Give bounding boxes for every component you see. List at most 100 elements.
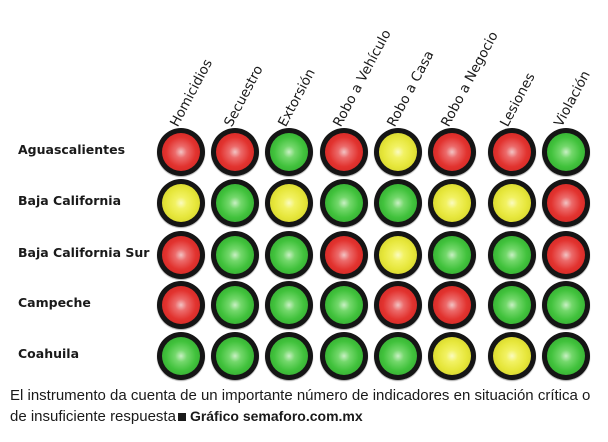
lamp-green-icon [493, 236, 531, 274]
lamp-red-icon [162, 286, 200, 324]
traffic-light-green [320, 332, 368, 380]
traffic-light-yellow [374, 231, 422, 279]
traffic-light-green [428, 231, 476, 279]
traffic-light-green [265, 231, 313, 279]
caption-credit: Gráfico semaforo.com.mx [189, 408, 363, 424]
state-name: Baja California [18, 193, 122, 208]
column-label-lesiones: Lesiones [497, 70, 539, 130]
lamp-green-icon [216, 337, 254, 375]
traffic-light-yellow [157, 179, 205, 227]
column-label-homicidios: Homicidios [167, 56, 216, 130]
traffic-light-green [542, 128, 590, 176]
lamp-red-icon [325, 236, 363, 274]
state-row: Campeche [0, 279, 608, 329]
lamp-red-icon [547, 236, 585, 274]
state-name: Baja California Sur [18, 245, 150, 260]
lamp-green-icon [379, 337, 417, 375]
lamp-green-icon [379, 184, 417, 222]
lamp-red-icon [216, 133, 254, 171]
lamp-green-icon [547, 133, 585, 171]
traffic-light-red [157, 281, 205, 329]
traffic-light-green [211, 179, 259, 227]
column-label-extorsion: Extorsión [275, 66, 319, 130]
traffic-light-yellow [428, 179, 476, 227]
state-row: Baja California [0, 177, 608, 227]
lamp-red-icon [547, 184, 585, 222]
lamp-green-icon [493, 286, 531, 324]
traffic-light-green [320, 281, 368, 329]
lamp-green-icon [216, 184, 254, 222]
state-row: Coahuila [0, 330, 608, 380]
lamp-green-icon [325, 337, 363, 375]
traffic-light-green [211, 281, 259, 329]
lamp-green-icon [270, 236, 308, 274]
state-row: Aguascalientes [0, 126, 608, 176]
lamp-green-icon [270, 286, 308, 324]
state-name: Campeche [18, 295, 91, 310]
lamp-yellow-icon [379, 133, 417, 171]
lamp-green-icon [270, 133, 308, 171]
column-label-robo-negocio: Robo a Negocio [438, 28, 502, 130]
traffic-light-yellow [488, 179, 536, 227]
traffic-light-green [320, 179, 368, 227]
lamp-yellow-icon [433, 184, 471, 222]
lamp-green-icon [547, 337, 585, 375]
caption-text: El instrumento da cuenta de un important… [10, 387, 591, 425]
traffic-light-green [211, 332, 259, 380]
lamp-red-icon [433, 286, 471, 324]
lamp-red-icon [379, 286, 417, 324]
lamp-red-icon [325, 133, 363, 171]
column-label-violacion: Violación [551, 68, 594, 130]
lamp-red-icon [493, 133, 531, 171]
state-row: Baja California Sur [0, 229, 608, 279]
traffic-light-green [374, 179, 422, 227]
column-header-area: Homicidios Secuestro Extorsión Robo a Ve… [0, 0, 608, 130]
column-label-robo-vehiculo: Robo a Vehículo [330, 27, 395, 130]
lamp-green-icon [325, 286, 363, 324]
lamp-yellow-icon [270, 184, 308, 222]
traffic-light-red [374, 281, 422, 329]
lamp-yellow-icon [162, 184, 200, 222]
traffic-light-red [320, 231, 368, 279]
lamp-green-icon [325, 184, 363, 222]
lamp-green-icon [162, 337, 200, 375]
traffic-light-green [542, 281, 590, 329]
lamp-yellow-icon [493, 184, 531, 222]
traffic-light-green [542, 332, 590, 380]
state-name: Coahuila [18, 346, 79, 361]
traffic-light-red [211, 128, 259, 176]
traffic-light-green [488, 281, 536, 329]
traffic-light-red [428, 281, 476, 329]
lamp-red-icon [433, 133, 471, 171]
traffic-light-red [157, 231, 205, 279]
lamp-green-icon [270, 337, 308, 375]
traffic-light-red [542, 179, 590, 227]
figure-caption: El instrumento da cuenta de un important… [10, 385, 602, 427]
column-label-secuestro: Secuestro [221, 62, 267, 130]
traffic-light-yellow [488, 332, 536, 380]
lamp-yellow-icon [493, 337, 531, 375]
state-name: Aguascalientes [18, 142, 126, 157]
traffic-light-green [265, 281, 313, 329]
traffic-light-red [157, 128, 205, 176]
lamp-red-icon [162, 133, 200, 171]
lamp-green-icon [216, 236, 254, 274]
traffic-light-red [542, 231, 590, 279]
traffic-light-red [320, 128, 368, 176]
traffic-light-green [488, 231, 536, 279]
lamp-yellow-icon [433, 337, 471, 375]
traffic-light-green [265, 332, 313, 380]
traffic-light-yellow [265, 179, 313, 227]
lamp-yellow-icon [379, 236, 417, 274]
lamp-green-icon [547, 286, 585, 324]
traffic-light-red [428, 128, 476, 176]
traffic-light-yellow [374, 128, 422, 176]
traffic-light-green [265, 128, 313, 176]
traffic-light-yellow [428, 332, 476, 380]
traffic-light-green [157, 332, 205, 380]
lamp-green-icon [216, 286, 254, 324]
lamp-green-icon [433, 236, 471, 274]
column-label-robo-casa: Robo a Casa [384, 48, 438, 130]
traffic-light-green [211, 231, 259, 279]
traffic-light-green [374, 332, 422, 380]
